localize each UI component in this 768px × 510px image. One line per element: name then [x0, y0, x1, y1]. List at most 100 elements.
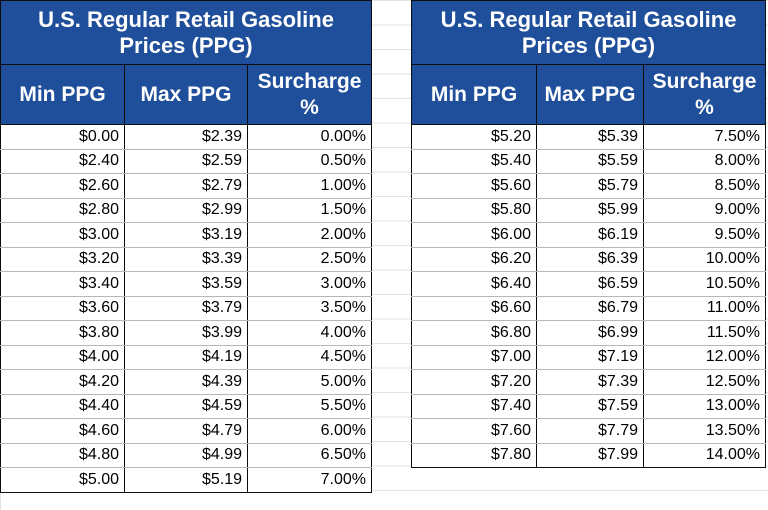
max-ppg-cell: $5.39 — [536, 124, 644, 150]
table-row: $4.00 $4.19 4.50% — [0, 344, 372, 370]
surcharge-cell: 1.50% — [247, 197, 372, 223]
max-ppg-cell: $5.79 — [536, 173, 644, 199]
min-ppg-cell: $6.60 — [411, 295, 537, 321]
min-ppg-cell: $3.80 — [0, 320, 125, 346]
max-ppg-cell: $3.59 — [124, 271, 248, 297]
max-ppg-cell: $5.19 — [124, 467, 248, 493]
min-ppg-cell: $5.40 — [411, 148, 537, 174]
table-row: $7.80 $7.99 14.00% — [411, 442, 766, 468]
min-ppg-cell: $7.00 — [411, 344, 537, 370]
surcharge-cell: 11.00% — [643, 295, 766, 321]
min-ppg-cell: $3.60 — [0, 295, 125, 321]
column-header-min-ppg: Min PPG — [411, 64, 537, 125]
max-ppg-cell: $3.79 — [124, 295, 248, 321]
max-ppg-cell: $7.99 — [536, 442, 644, 468]
surcharge-cell: 9.50% — [643, 222, 766, 248]
min-ppg-cell: $7.20 — [411, 369, 537, 395]
column-header-min-ppg: Min PPG — [0, 64, 125, 125]
surcharge-cell: 1.00% — [247, 173, 372, 199]
table-row: $5.00 $5.19 7.00% — [0, 467, 372, 493]
min-ppg-cell: $6.40 — [411, 271, 537, 297]
max-ppg-cell: $7.19 — [536, 344, 644, 370]
surcharge-cell: 5.00% — [247, 369, 372, 395]
surcharge-cell: 2.00% — [247, 222, 372, 248]
table-title: U.S. Regular Retail Gasoline Prices (PPG… — [411, 0, 766, 65]
max-ppg-cell: $2.99 — [124, 197, 248, 223]
max-ppg-cell: $2.79 — [124, 173, 248, 199]
max-ppg-cell: $2.59 — [124, 148, 248, 174]
max-ppg-cell: $7.39 — [536, 369, 644, 395]
gasoline-price-table-left: U.S. Regular Retail Gasoline Prices (PPG… — [0, 0, 372, 493]
surcharge-cell: 10.50% — [643, 271, 766, 297]
table-row: $7.00 $7.19 12.00% — [411, 344, 766, 370]
max-ppg-cell: $4.39 — [124, 369, 248, 395]
table-row: $7.60 $7.79 13.50% — [411, 418, 766, 444]
max-ppg-cell: $5.99 — [536, 197, 644, 223]
surcharge-cell: 12.50% — [643, 369, 766, 395]
surcharge-cell: 3.00% — [247, 271, 372, 297]
surcharge-cell: 8.50% — [643, 173, 766, 199]
table-row: $2.80 $2.99 1.50% — [0, 197, 372, 223]
surcharge-cell: 0.00% — [247, 124, 372, 150]
min-ppg-cell: $4.00 — [0, 344, 125, 370]
min-ppg-cell: $5.60 — [411, 173, 537, 199]
max-ppg-cell: $3.39 — [124, 246, 248, 272]
surcharge-cell: 8.00% — [643, 148, 766, 174]
surcharge-cell: 13.50% — [643, 418, 766, 444]
table-row: $6.00 $6.19 9.50% — [411, 222, 766, 248]
max-ppg-cell: $5.59 — [536, 148, 644, 174]
max-ppg-cell: $7.59 — [536, 393, 644, 419]
table-row: $5.40 $5.59 8.00% — [411, 148, 766, 174]
min-ppg-cell: $7.40 — [411, 393, 537, 419]
table-row: $6.40 $6.59 10.50% — [411, 271, 766, 297]
table-row: $6.60 $6.79 11.00% — [411, 295, 766, 321]
table-row: $3.80 $3.99 4.00% — [0, 320, 372, 346]
max-ppg-cell: $7.79 — [536, 418, 644, 444]
max-ppg-cell: $6.19 — [536, 222, 644, 248]
max-ppg-cell: $4.99 — [124, 442, 248, 468]
surcharge-cell: 4.00% — [247, 320, 372, 346]
table-row: $3.40 $3.59 3.00% — [0, 271, 372, 297]
min-ppg-cell: $7.60 — [411, 418, 537, 444]
surcharge-cell: 6.50% — [247, 442, 372, 468]
max-ppg-cell: $6.79 — [536, 295, 644, 321]
surcharge-cell: 2.50% — [247, 246, 372, 272]
table-row: $4.40 $4.59 5.50% — [0, 393, 372, 419]
min-ppg-cell: $5.00 — [0, 467, 125, 493]
min-ppg-cell: $2.80 — [0, 197, 125, 223]
min-ppg-cell: $4.60 — [0, 418, 125, 444]
surcharge-cell: 13.00% — [643, 393, 766, 419]
column-header-max-ppg: Max PPG — [536, 64, 644, 125]
min-ppg-cell: $4.40 — [0, 393, 125, 419]
min-ppg-cell: $3.40 — [0, 271, 125, 297]
table-row: $2.60 $2.79 1.00% — [0, 173, 372, 199]
surcharge-cell: 11.50% — [643, 320, 766, 346]
table-row: $5.80 $5.99 9.00% — [411, 197, 766, 223]
column-header-surcharge: Surcharge % — [247, 64, 372, 125]
surcharge-cell: 0.50% — [247, 148, 372, 174]
max-ppg-cell: $4.19 — [124, 344, 248, 370]
max-ppg-cell: $3.99 — [124, 320, 248, 346]
min-ppg-cell: $2.60 — [0, 173, 125, 199]
max-ppg-cell: $3.19 — [124, 222, 248, 248]
table-row: $7.40 $7.59 13.00% — [411, 393, 766, 419]
column-header-max-ppg: Max PPG — [124, 64, 248, 125]
table-body: $5.20 $5.39 7.50% $5.40 $5.59 8.00% $5.60 $5.79… — [411, 124, 766, 468]
max-ppg-cell: $6.39 — [536, 246, 644, 272]
table-title: U.S. Regular Retail Gasoline Prices (PPG… — [0, 0, 372, 65]
surcharge-cell: 6.00% — [247, 418, 372, 444]
table-body: $0.00 $2.39 0.00% $2.40 $2.59 0.50% $2.60 $2.79… — [0, 124, 372, 493]
min-ppg-cell: $4.80 — [0, 442, 125, 468]
column-header-surcharge: Surcharge % — [643, 64, 766, 125]
table-row: $6.20 $6.39 10.00% — [411, 246, 766, 272]
surcharge-cell: 3.50% — [247, 295, 372, 321]
table-row: $2.40 $2.59 0.50% — [0, 148, 372, 174]
min-ppg-cell: $2.40 — [0, 148, 125, 174]
surcharge-cell: 7.00% — [247, 467, 372, 493]
table-row: $7.20 $7.39 12.50% — [411, 369, 766, 395]
max-ppg-cell: $4.59 — [124, 393, 248, 419]
min-ppg-cell: $0.00 — [0, 124, 125, 150]
table-row: $3.20 $3.39 2.50% — [0, 246, 372, 272]
surcharge-cell: 10.00% — [643, 246, 766, 272]
min-ppg-cell: $6.80 — [411, 320, 537, 346]
